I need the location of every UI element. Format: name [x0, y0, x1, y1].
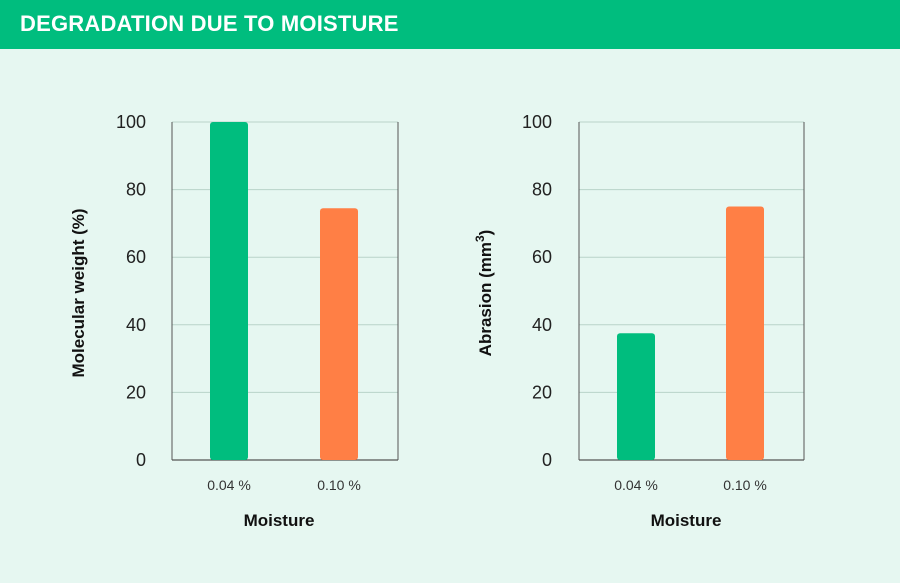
- y-tick-label: 80: [532, 180, 552, 200]
- y-tick-label: 100: [522, 112, 552, 132]
- x-tick-label: 0.04 %: [614, 477, 658, 493]
- y-tick-label: 20: [126, 382, 146, 402]
- bar: [617, 333, 655, 460]
- y-tick-label: 40: [126, 315, 146, 335]
- title-banner: DEGRADATION DUE TO MOISTURE: [0, 0, 900, 49]
- y-tick-label: 0: [542, 450, 552, 470]
- x-axis-label: Moisture: [244, 511, 315, 530]
- x-tick-label: 0.04 %: [207, 477, 251, 493]
- x-tick-label: 0.10 %: [317, 477, 361, 493]
- y-axis-label: Molecular weight (%): [69, 208, 88, 377]
- y-tick-label: 40: [532, 315, 552, 335]
- y-tick-label: 20: [532, 382, 552, 402]
- bar: [210, 122, 248, 460]
- x-tick-label: 0.10 %: [723, 477, 767, 493]
- bar: [320, 208, 358, 460]
- x-axis-label: Moisture: [651, 511, 722, 530]
- bar: [726, 206, 764, 460]
- chart-molecular-weight: 0 20 40 60 80 100 0.04 % 0.10 % Moisture Molecula…: [69, 112, 399, 530]
- page-title: DEGRADATION DUE TO MOISTURE: [20, 11, 399, 36]
- y-axis-label: Abrasion (mm3): [473, 230, 495, 357]
- y-tick-label: 60: [126, 247, 146, 267]
- y-tick-label: 100: [116, 112, 146, 132]
- y-tick-label: 60: [532, 247, 552, 267]
- chart-abrasion: 0 20 40 60 80 100 0.04 % 0.10 % Moisture Abrasion…: [473, 112, 805, 530]
- y-tick-label: 80: [126, 180, 146, 200]
- y-tick-label: 0: [136, 450, 146, 470]
